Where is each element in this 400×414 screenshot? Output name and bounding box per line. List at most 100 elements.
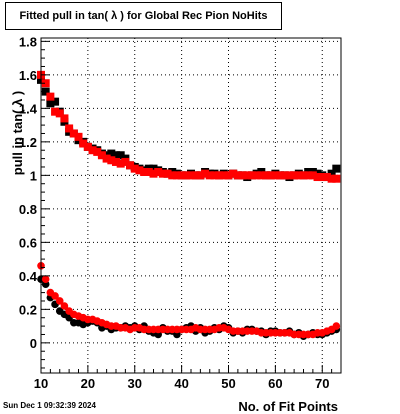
data-point <box>238 171 247 180</box>
data-point <box>168 171 177 180</box>
data-point <box>332 174 341 183</box>
data-point <box>41 79 50 88</box>
data-point <box>285 171 294 180</box>
y-tick-label: 0.2 <box>19 302 37 317</box>
data-point <box>313 173 322 182</box>
data-point <box>210 171 219 180</box>
data-point <box>135 166 144 175</box>
timestamp: Sun Dec 1 09:32:39 2024 <box>3 401 96 410</box>
data-point <box>182 171 191 180</box>
data-point <box>247 171 256 180</box>
data-point <box>229 169 238 178</box>
data-point <box>233 171 242 180</box>
x-tick-label: 70 <box>315 376 329 391</box>
data-point <box>257 171 266 180</box>
data-point <box>205 171 214 180</box>
data-point <box>327 174 336 183</box>
x-tick-label: 40 <box>174 376 188 391</box>
y-tick-label: 0.8 <box>19 202 37 217</box>
y-tick-label: 1.8 <box>19 34 37 49</box>
data-point <box>252 171 261 180</box>
data-point <box>149 169 158 178</box>
data-point <box>191 171 200 180</box>
data-point <box>107 149 116 158</box>
x-tick-label: 50 <box>221 376 235 391</box>
data-point <box>224 171 233 180</box>
data-point <box>55 297 64 305</box>
data-point <box>46 92 55 101</box>
data-point <box>116 159 125 168</box>
data-point <box>107 156 116 165</box>
data-point <box>332 322 341 330</box>
data-point <box>79 139 88 148</box>
data-point <box>243 171 252 180</box>
data-point <box>187 171 195 180</box>
data-point <box>327 169 336 178</box>
series-red-circle <box>37 262 341 339</box>
data-point <box>219 171 228 180</box>
data-point <box>158 169 167 178</box>
y-axis-label: pull in tan( λ ) <box>10 91 25 176</box>
data-point <box>97 151 106 160</box>
data-point <box>276 171 285 180</box>
y-tick-label: 0 <box>30 336 37 351</box>
data-point <box>304 171 313 180</box>
x-tick-label: 60 <box>268 376 282 391</box>
y-tick-label: 0.4 <box>19 269 38 284</box>
x-tick-label: 20 <box>81 376 95 391</box>
x-tick-label: 30 <box>128 376 142 391</box>
data-point <box>262 171 270 180</box>
data-point <box>69 129 78 138</box>
data-point <box>144 168 153 176</box>
data-point <box>271 171 280 180</box>
data-point <box>290 171 299 180</box>
data-point <box>294 171 303 180</box>
data-point <box>149 164 158 173</box>
data-point <box>121 157 130 166</box>
x-axis-label: No. of Fit Points <box>238 399 338 414</box>
data-point <box>51 292 59 300</box>
data-point <box>55 109 64 118</box>
data-point <box>172 171 181 180</box>
data-point <box>41 275 50 284</box>
data-point <box>51 107 60 116</box>
data-point <box>215 171 224 180</box>
data-point <box>126 161 135 170</box>
axes: 10 20 30 40 50 60 70 0 0.2 0.4 0.6 0.8 1 1.2 1.4 1.6 1.8 <box>19 34 342 391</box>
data-point <box>60 302 69 310</box>
chart-title: Fitted pull in tan( λ ) for Global Rec P… <box>5 2 282 30</box>
data-point <box>332 164 341 173</box>
y-tick-label: 1 <box>30 168 37 183</box>
data-point <box>163 169 172 178</box>
data-point <box>83 142 92 151</box>
data-point <box>112 157 120 166</box>
y-tick-label: 1.2 <box>19 135 37 150</box>
x-tick-label: 10 <box>34 376 48 391</box>
y-tick-label: 1.4 <box>19 101 38 116</box>
data-point <box>280 171 289 180</box>
data-point <box>196 171 205 180</box>
data-point <box>88 146 97 155</box>
data-point <box>46 99 55 108</box>
data-point <box>201 169 210 178</box>
data-point <box>308 171 317 180</box>
data-series <box>37 70 341 340</box>
y-tick-label: 1.6 <box>19 68 37 83</box>
data-point <box>116 151 125 160</box>
data-point <box>112 151 120 160</box>
data-point <box>41 87 50 96</box>
data-point <box>74 132 83 141</box>
series-red-square <box>37 70 341 183</box>
data-point <box>177 171 186 180</box>
data-point <box>60 114 69 123</box>
series-black-square <box>37 75 341 182</box>
data-point <box>140 168 149 176</box>
data-point <box>65 124 74 133</box>
data-point <box>154 168 163 176</box>
y-tick-label: 0.6 <box>19 235 37 250</box>
data-point <box>93 147 102 156</box>
data-point <box>322 173 331 182</box>
data-point <box>51 97 60 106</box>
data-point <box>318 173 327 182</box>
